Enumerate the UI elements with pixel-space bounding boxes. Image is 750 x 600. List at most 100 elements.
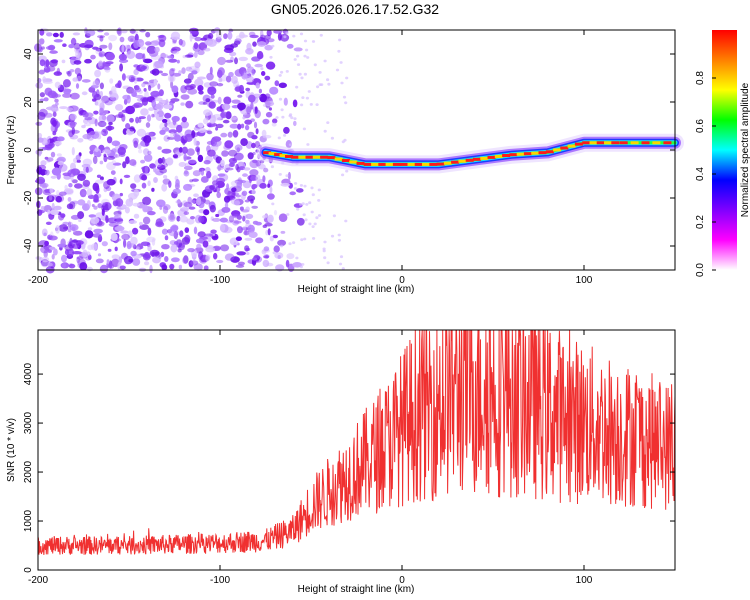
noise-blob — [165, 98, 169, 106]
noise-blob — [254, 63, 263, 68]
noise-blob — [238, 34, 249, 38]
noise-blob — [60, 213, 66, 219]
noise-blob — [64, 184, 68, 190]
noise-blob — [164, 256, 169, 262]
noise-blob — [143, 148, 150, 156]
noise-blob — [141, 82, 146, 88]
noise-blob — [298, 72, 302, 76]
noise-blob — [49, 50, 58, 54]
noise-blob — [47, 138, 55, 143]
noise-blob — [306, 56, 310, 59]
noise-blob — [200, 37, 208, 41]
noise-blob — [128, 220, 137, 224]
noise-blob — [145, 122, 151, 128]
noise-blob — [184, 234, 191, 243]
noise-blob — [195, 238, 204, 244]
noise-blob — [251, 70, 255, 76]
noise-blob — [166, 55, 174, 59]
noise-blob — [102, 61, 106, 67]
noise-blob — [152, 256, 161, 264]
noise-blob — [292, 34, 296, 38]
noise-blob — [241, 190, 248, 196]
noise-blob — [269, 235, 274, 242]
noise-blob — [223, 33, 228, 40]
noise-blob — [203, 233, 214, 237]
noise-blob — [70, 173, 74, 182]
noise-blob — [293, 58, 297, 61]
noise-blob — [234, 69, 244, 77]
noise-blob — [235, 236, 242, 241]
noise-blob — [67, 169, 77, 178]
noise-blob — [244, 229, 248, 235]
noise-blob — [194, 78, 204, 87]
noise-blob — [219, 223, 226, 232]
colorbar-tick-label: 0.0 — [695, 263, 706, 277]
noise-blob — [149, 249, 160, 257]
noise-blob — [296, 217, 305, 226]
noise-blob — [246, 252, 250, 255]
trace-peak — [436, 162, 445, 166]
noise-blob — [40, 260, 50, 268]
noise-blob — [43, 97, 49, 102]
noise-blob — [146, 114, 152, 122]
noise-blob — [93, 150, 101, 158]
noise-blob — [272, 234, 278, 239]
noise-blob — [198, 215, 205, 223]
noise-blob — [96, 174, 102, 178]
noise-blob — [160, 52, 167, 59]
noise-blob — [295, 85, 299, 89]
noise-blob — [192, 170, 201, 177]
noise-blob — [46, 157, 54, 162]
noise-blob — [221, 150, 229, 157]
noise-blob — [36, 164, 47, 171]
noise-blob — [285, 174, 289, 178]
noise-blob — [37, 209, 45, 214]
noise-blob — [119, 36, 125, 43]
noise-blob — [99, 107, 104, 116]
noise-blob — [54, 81, 61, 89]
noise-blob — [106, 136, 113, 144]
noise-blob — [238, 84, 244, 93]
noise-blob — [72, 32, 81, 36]
noise-blob — [183, 183, 193, 191]
noise-blob — [161, 148, 172, 154]
noise-blob — [151, 100, 157, 108]
noise-blob — [245, 213, 254, 219]
noise-blob — [262, 175, 266, 183]
noise-blob — [84, 44, 94, 49]
noise-blob — [54, 98, 59, 103]
noise-blob — [69, 113, 77, 121]
noise-blob — [164, 112, 172, 119]
noise-blob — [157, 83, 161, 90]
noise-blob — [71, 179, 78, 184]
noise-blob — [228, 149, 238, 157]
noise-blob — [135, 116, 140, 124]
trace-peak — [407, 162, 416, 166]
noise-blob — [263, 254, 270, 259]
noise-blob — [283, 134, 287, 137]
noise-blob — [69, 69, 75, 73]
trace-peak — [392, 162, 401, 166]
noise-blob — [119, 178, 123, 185]
noise-blob — [121, 113, 126, 122]
noise-blob — [262, 259, 270, 268]
noise-blob — [58, 224, 69, 232]
noise-blob — [108, 222, 119, 227]
noise-blob — [52, 32, 59, 38]
noise-blob — [313, 222, 317, 226]
noise-blob — [134, 33, 139, 42]
noise-blob — [252, 257, 258, 261]
noise-blob — [258, 88, 262, 94]
colorbar-tick-label: 0.8 — [695, 71, 706, 85]
noise-blob — [189, 83, 196, 90]
noise-blob — [286, 253, 295, 260]
trace-peak — [305, 155, 314, 159]
noise-blob — [207, 40, 214, 46]
noise-blob — [294, 182, 298, 185]
noise-blob — [273, 209, 278, 216]
y-tick-label: 1000 — [23, 509, 34, 532]
noise-blob — [183, 153, 187, 162]
noise-blob — [158, 254, 162, 259]
noise-blob — [169, 132, 175, 138]
noise-blob — [159, 64, 164, 69]
